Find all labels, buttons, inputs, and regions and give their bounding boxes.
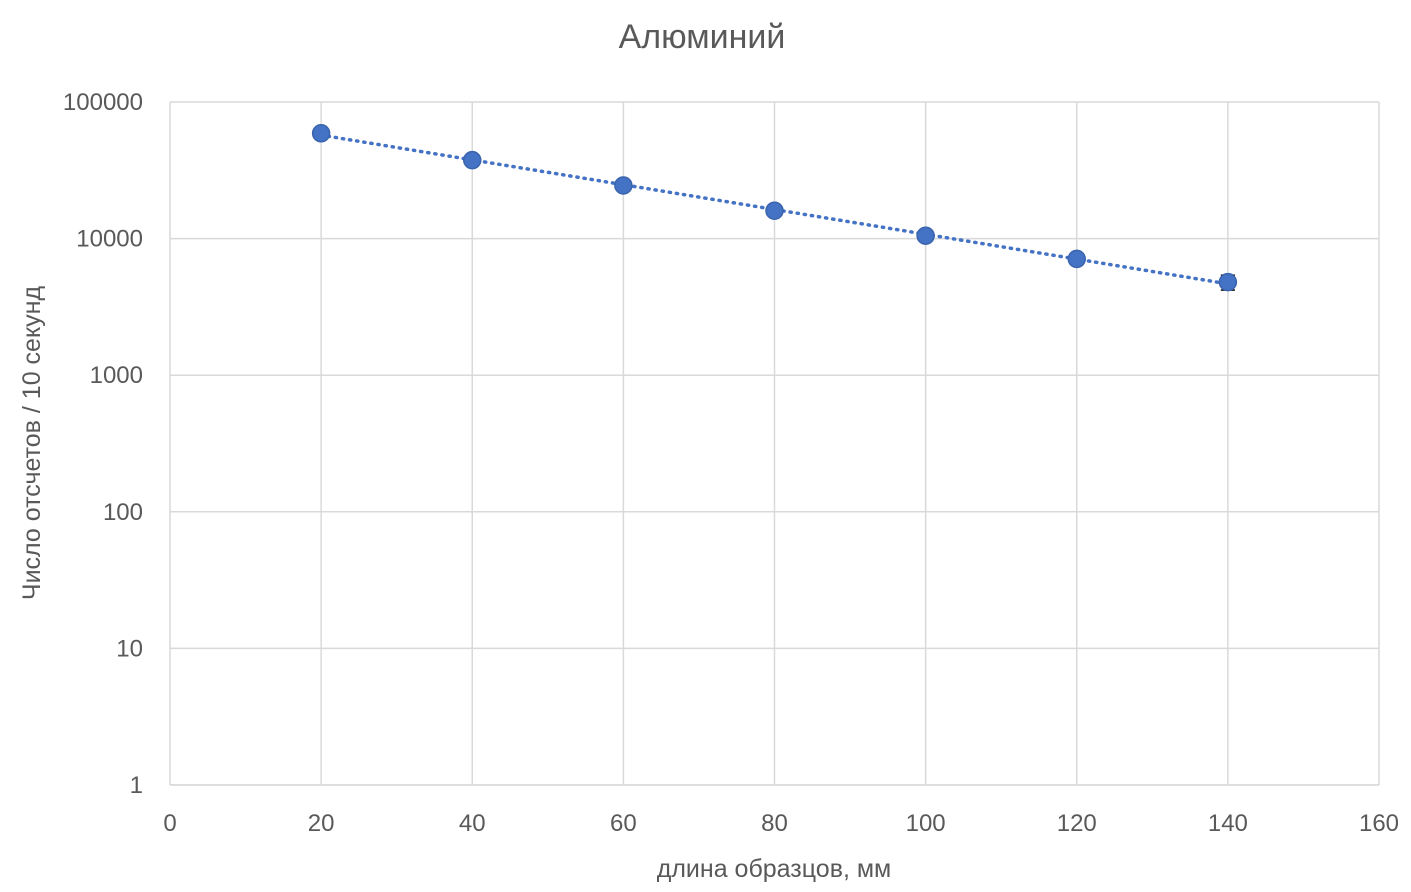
x-tick-label: 0 [163,810,176,837]
y-tick-label: 10 [116,635,143,662]
x-tick-label: 40 [459,810,486,837]
x-tick-label: 100 [906,810,946,837]
chart-title: Алюминий [619,18,786,56]
y-tick-label: 1 [130,772,143,799]
y-axis-label: Число отсчетов / 10 секунд [18,286,46,601]
x-tick-label: 160 [1359,810,1399,837]
x-tick-labels: 0 20 40 60 80 100 120 140 160 [163,810,1399,837]
y-tick-label: 10000 [76,226,143,253]
y-tick-labels: 1 10 100 1000 10000 100000 [63,89,143,799]
y-tick-label: 100000 [63,89,143,116]
data-point [916,226,935,245]
data-point [311,124,331,143]
x-tick-label: 60 [610,810,637,837]
x-tick-label: 140 [1208,810,1248,837]
data-point [765,201,784,220]
x-tick-label: 80 [761,810,788,837]
data-point [1067,249,1086,269]
x-tick-label: 120 [1057,810,1097,837]
y-tick-label: 1000 [90,362,143,389]
y-tick-label: 100 [103,499,143,526]
data-point [614,176,633,195]
data-points [311,124,1238,292]
x-axis-label: длина образцов, мм [657,855,892,883]
data-point [1218,272,1238,292]
x-tick-label: 20 [308,810,335,837]
data-point [463,150,482,170]
